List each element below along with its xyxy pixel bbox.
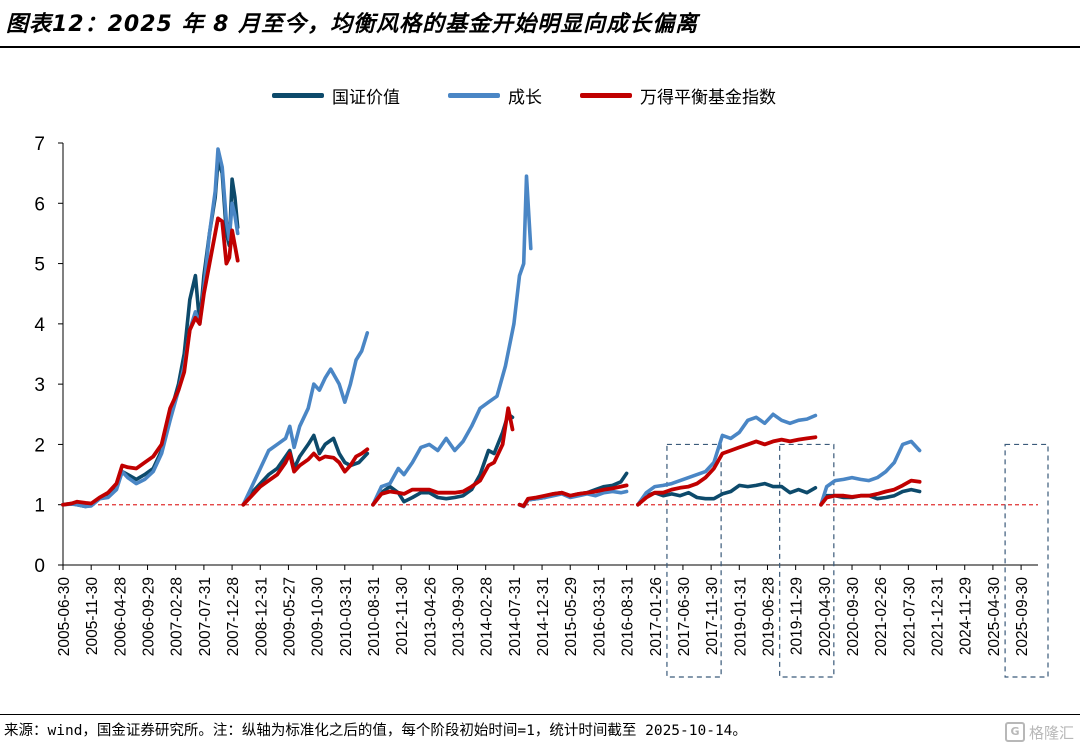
highlight-box xyxy=(666,443,722,678)
x-tick-label: 2008-12-31 xyxy=(253,577,270,656)
x-tick-label: 2013-04-26 xyxy=(422,577,439,656)
y-tick-label: 4 xyxy=(34,315,45,336)
x-tick-label: 2021-02-26 xyxy=(873,577,890,656)
legend-swatch-value xyxy=(272,92,324,98)
x-tick-label: 2021-07-30 xyxy=(901,577,918,657)
x-tick-label: 2017-11-30 xyxy=(704,577,721,656)
footer-divider xyxy=(0,714,1080,715)
x-tick-label: 2010-03-31 xyxy=(338,577,355,656)
x-tick-label: 2014-07-31 xyxy=(507,577,524,656)
legend-label-index: 万得平衡基金指数 xyxy=(640,87,776,108)
x-tick-label: 2017-01-26 xyxy=(648,577,665,656)
x-tick-label: 2005-11-30 xyxy=(84,577,101,656)
x-tick-label: 2019-01-31 xyxy=(732,577,749,656)
series-line-growth xyxy=(241,331,370,507)
x-tick-label: 2012-11-30 xyxy=(394,577,411,656)
x-tick-label: 2007-12-28 xyxy=(225,577,242,656)
x-tick-label: 2017-06-30 xyxy=(676,577,693,657)
series-line-value xyxy=(241,433,370,507)
highlight-box xyxy=(779,443,835,678)
series-line-growth xyxy=(371,174,533,507)
y-tick-label: 3 xyxy=(34,375,45,396)
series-line-growth xyxy=(636,412,818,507)
series-line-growth xyxy=(819,439,922,507)
x-tick-label: 2007-07-31 xyxy=(197,577,214,656)
x-tick-label: 2020-04-30 xyxy=(817,577,834,657)
y-tick-label: 0 xyxy=(34,556,45,577)
series-line-value xyxy=(636,481,818,507)
highlight-box xyxy=(1004,443,1049,678)
legend-item-growth: 成长 xyxy=(448,82,542,108)
x-tick-label: 2014-12-31 xyxy=(535,577,552,656)
x-tick-label: 2007-02-28 xyxy=(169,577,186,656)
x-tick-label: 2009-05-27 xyxy=(281,577,298,656)
title-divider xyxy=(0,46,1080,48)
legend-item-index: 万得平衡基金指数 xyxy=(580,82,776,108)
x-tick-label: 2009-10-30 xyxy=(310,577,327,657)
x-tick-label: 2025-09-30 xyxy=(1014,577,1031,657)
y-tick-label: 2 xyxy=(34,435,45,456)
x-tick-label: 2020-09-30 xyxy=(845,577,862,657)
line-chart: 0 1 2 3 4 5 6 7 2005-06-30 2005-11-30 2006-04-28 20… xyxy=(34,134,1049,678)
legend-label-value: 国证价值 xyxy=(332,87,400,108)
watermark-text: 格隆汇 xyxy=(1028,723,1074,742)
y-tick-label: 1 xyxy=(34,496,45,517)
series-line-index xyxy=(636,435,818,507)
legend-item-value: 国证价值 xyxy=(272,82,400,108)
x-tick-label: 2016-08-31 xyxy=(620,577,637,656)
y-tick-label: 7 xyxy=(34,134,45,155)
x-tick-label: 2014-02-28 xyxy=(479,577,496,656)
x-tick-label: 2016-03-31 xyxy=(591,577,608,656)
series-line-index xyxy=(819,478,922,507)
page-title: 图表12：2025 年 8 月至今，均衡风格的基金开始明显向成长偏离 xyxy=(6,12,699,37)
x-tick-label: 2019-06-28 xyxy=(760,577,777,656)
legend-swatch-growth xyxy=(448,92,500,98)
source-note: 来源：wind，国金证券研究所。注：纵轴为标准化之后的值，每个阶段初始时间=1，… xyxy=(4,723,747,739)
series-line-index xyxy=(61,216,240,507)
series-line-index xyxy=(517,483,629,508)
y-tick-label: 6 xyxy=(34,194,45,215)
x-tick-label: 2025-04-30 xyxy=(986,577,1003,657)
x-tick-label: 2024-11-29 xyxy=(958,577,975,655)
x-tick-label: 2010-08-31 xyxy=(366,577,383,656)
series-line-index xyxy=(371,406,515,507)
chart-legend: 国证价值 成长 万得平衡基金指数 xyxy=(0,82,1080,108)
x-tick-label: 2006-04-28 xyxy=(112,577,129,656)
watermark-logo-icon: G xyxy=(1004,722,1025,742)
series-line-growth xyxy=(61,147,240,509)
x-tick-label: 2013-09-30 xyxy=(451,577,468,657)
x-tick-label: 2019-11-29 xyxy=(789,577,806,655)
x-tick-label: 2006-09-29 xyxy=(141,577,158,656)
y-tick-label: 5 xyxy=(34,255,45,276)
series-line-index xyxy=(241,447,370,507)
legend-label-growth: 成长 xyxy=(508,87,542,108)
x-tick-label: 2021-12-31 xyxy=(930,577,947,656)
x-tick-label: 2005-06-30 xyxy=(56,577,73,657)
watermark: G 格隆汇 xyxy=(1004,720,1074,744)
legend-swatch-index xyxy=(580,92,632,98)
x-tick-label: 2015-05-29 xyxy=(563,577,580,656)
